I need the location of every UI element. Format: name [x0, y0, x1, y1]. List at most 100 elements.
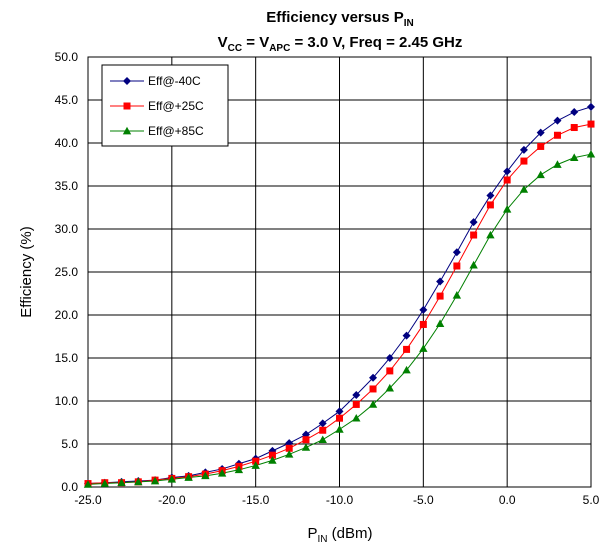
xlabel-sub: IN	[318, 534, 328, 545]
data-point-series-3	[570, 153, 579, 161]
y-tick-label: 10.0	[55, 394, 79, 408]
x-tick-label: 0.0	[499, 493, 516, 507]
data-point-series-3	[83, 480, 93, 488]
data-point-series-3	[368, 400, 378, 408]
y-tick-label: 35.0	[55, 179, 79, 193]
data-point-series-3	[536, 170, 545, 179]
legend-label-3: Eff@+85C	[148, 124, 204, 138]
series-markers	[83, 102, 596, 488]
data-point-series-2	[570, 124, 578, 132]
data-point-series-1	[402, 331, 411, 340]
data-point-series-2	[285, 444, 293, 452]
y-axis-label: Efficiency (%)	[18, 226, 35, 317]
xlabel-rest: (dBm)	[328, 525, 373, 542]
chart-title-line1: Efficiency versus PIN	[266, 9, 414, 29]
data-point-series-3	[402, 365, 411, 374]
data-point-series-3	[553, 160, 562, 168]
y-tick-label: 15.0	[55, 351, 79, 365]
data-point-series-3	[519, 185, 529, 193]
grid-lines	[87, 56, 592, 488]
title-eq1: = V	[242, 34, 269, 51]
y-tick-label: 0.0	[61, 480, 78, 494]
chart-title-line2: VCC = VAPC = 3.0 V, Freq = 2.45 GHz	[218, 34, 463, 54]
data-point-series-1	[452, 248, 461, 257]
data-point-series-1	[469, 218, 478, 227]
data-point-series-3	[469, 260, 478, 269]
data-point-series-2	[419, 320, 427, 328]
x-tick-label: 5.0	[583, 493, 600, 507]
data-point-series-2	[302, 436, 310, 444]
data-point-series-2	[470, 231, 478, 239]
data-point-series-3	[486, 230, 495, 239]
data-point-series-2	[486, 201, 494, 209]
data-point-series-3	[285, 450, 294, 458]
data-point-series-2	[369, 385, 377, 393]
data-point-series-1	[519, 145, 528, 154]
x-tick-label: -5.0	[413, 493, 434, 507]
data-point-series-1	[570, 108, 579, 117]
data-point-series-3	[150, 476, 160, 485]
data-point-series-2	[386, 367, 394, 375]
data-point-series-3	[184, 473, 193, 481]
data-point-series-3	[301, 443, 311, 451]
y-tick-label: 50.0	[55, 50, 79, 64]
data-point-series-2	[453, 262, 461, 270]
data-point-series-3	[586, 149, 596, 158]
data-point-series-1	[436, 277, 445, 286]
data-point-series-3	[435, 319, 445, 327]
data-point-series-1	[486, 191, 495, 200]
data-point-series-3	[385, 383, 394, 392]
x-tick-labels: -25.0 -20.0 -15.0 -10.0 -5.0 0.0 5.0	[74, 493, 599, 507]
data-point-series-1	[536, 128, 545, 137]
data-point-series-2	[336, 414, 343, 422]
data-point-series-1	[503, 167, 512, 176]
y-tick-label: 40.0	[55, 136, 79, 150]
x-tick-label: -25.0	[74, 493, 102, 507]
data-point-series-2	[319, 426, 327, 434]
data-point-series-3	[234, 465, 244, 474]
data-point-series-3	[318, 435, 327, 444]
data-point-series-3	[419, 344, 428, 352]
y-tick-label: 30.0	[55, 222, 79, 236]
data-point-series-2	[403, 345, 411, 353]
legend-label-1: Eff@-40C	[148, 74, 201, 88]
legend-marker-1	[123, 77, 131, 85]
data-point-series-2	[352, 400, 360, 408]
data-point-series-1	[335, 407, 344, 416]
x-tick-label: -15.0	[242, 493, 270, 507]
x-axis-label: PIN (dBm)	[307, 525, 372, 545]
y-tick-label: 25.0	[55, 265, 79, 279]
data-point-series-3	[217, 469, 227, 477]
data-point-series-3	[201, 471, 210, 480]
legend-marker-3	[122, 126, 132, 135]
data-point-series-1	[385, 354, 394, 362]
title-main: Efficiency versus P	[266, 9, 404, 26]
data-point-series-2	[503, 176, 511, 184]
data-point-series-3	[502, 205, 512, 213]
data-point-series-3	[352, 414, 361, 422]
data-point-series-3	[268, 456, 277, 464]
y-tick-label: 45.0	[55, 93, 79, 107]
data-point-series-2	[520, 157, 528, 165]
data-point-series-1	[318, 419, 327, 428]
data-point-series-3	[335, 425, 344, 433]
data-point-series-3	[117, 478, 126, 487]
legend-marker-2	[123, 102, 131, 110]
y-tick-labels: 0.0 5.0 10.0 15.0 20.0 25.0 30.0 35.0 40.0 45.0 50…	[55, 50, 79, 494]
title-apc-sub: APC	[269, 43, 290, 54]
legend: Eff@-40C Eff@+25C Eff@+85C	[110, 74, 204, 138]
x-tick-label: -10.0	[326, 493, 354, 507]
data-point-series-3	[100, 479, 109, 487]
data-point-series-2	[268, 451, 276, 459]
data-point-series-1	[587, 102, 595, 111]
data-point-series-3	[452, 291, 462, 299]
data-point-series-2	[252, 457, 260, 465]
title-vcc-main: V	[218, 34, 228, 51]
y-tick-label: 5.0	[61, 437, 78, 451]
data-point-series-3	[251, 461, 260, 469]
data-point-series-2	[436, 292, 444, 300]
legend-label-2: Eff@+25C	[148, 99, 204, 113]
data-point-series-2	[553, 131, 561, 139]
data-point-series-2	[537, 142, 545, 150]
x-tick-label: -20.0	[158, 493, 186, 507]
